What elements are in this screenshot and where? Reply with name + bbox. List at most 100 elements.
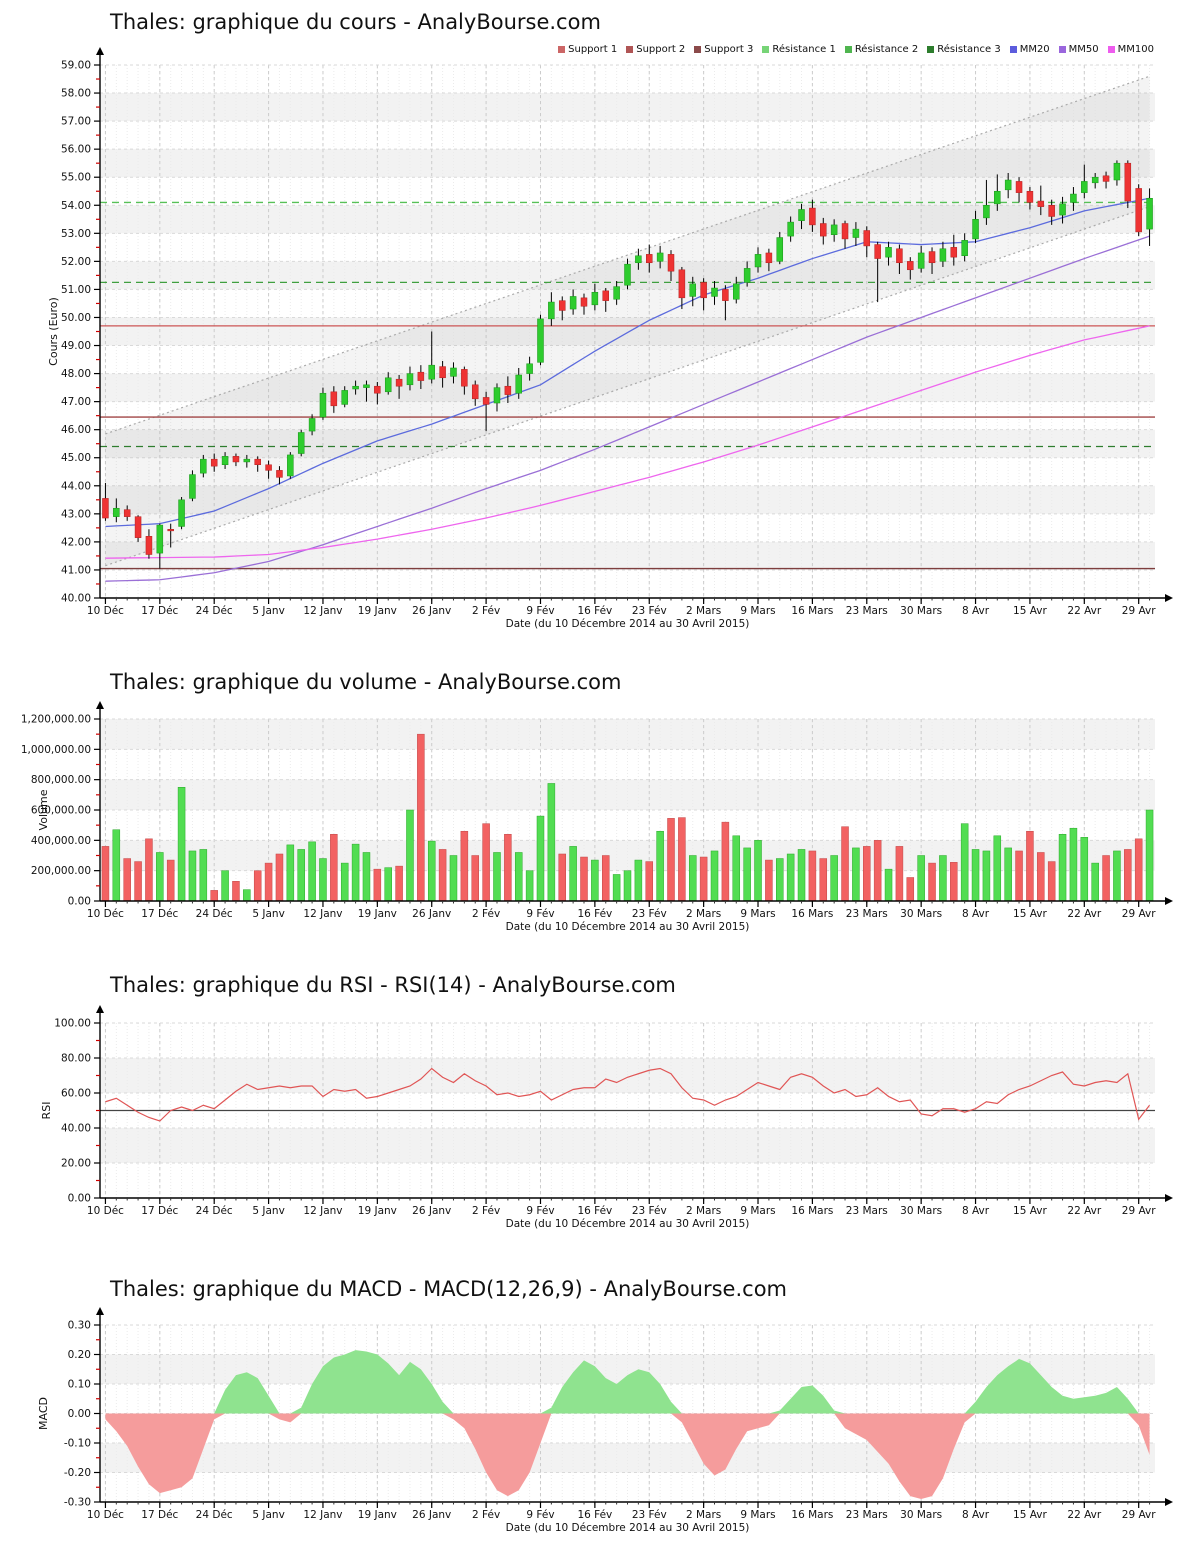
regression-channel	[105, 76, 1150, 566]
svg-text:12 Janv: 12 Janv	[303, 1509, 342, 1521]
svg-text:23 Mars: 23 Mars	[846, 1205, 888, 1217]
svg-text:30 Mars: 30 Mars	[900, 605, 942, 617]
svg-text:44.00: 44.00	[61, 480, 91, 492]
volume-chart-section: Thales: graphique du volume - AnalyBours…	[0, 650, 1200, 950]
svg-text:9 Fév: 9 Fév	[526, 605, 554, 617]
svg-text:24 Déc: 24 Déc	[196, 1509, 233, 1521]
legend-item-support-1: Support 1	[558, 44, 617, 55]
svg-text:23 Mars: 23 Mars	[846, 908, 888, 920]
svg-text:0.10: 0.10	[68, 1379, 91, 1391]
legend-item-support-2: Support 2	[626, 44, 685, 55]
svg-text:16 Fév: 16 Fév	[577, 908, 612, 920]
candles-layer	[102, 160, 1153, 569]
legend-label: Support 3	[704, 44, 754, 55]
svg-text:RSI: RSI	[40, 1102, 53, 1120]
svg-text:17 Déc: 17 Déc	[141, 1205, 178, 1217]
macd-chart-section: Thales: graphique du MACD - MACD(12,26,9…	[0, 1255, 1200, 1550]
legend-label: Résistance 2	[854, 44, 919, 55]
price-chart-title: Thales: graphique du cours - AnalyBourse…	[110, 10, 601, 34]
legend-item-r-sistance-1: Résistance 1	[762, 44, 836, 55]
svg-text:-0.20: -0.20	[64, 1467, 91, 1479]
svg-text:17 Déc: 17 Déc	[141, 605, 178, 617]
legend-label: MM50	[1068, 44, 1099, 55]
svg-text:45.00: 45.00	[61, 452, 91, 464]
svg-text:17 Déc: 17 Déc	[141, 908, 178, 920]
svg-text:5 Janv: 5 Janv	[252, 908, 284, 920]
rsi-chart-canvas: 0.00 20.00 40.00 60.00 80.00 100.00 10 Déc 17 D…	[40, 1005, 1173, 1230]
svg-text:26 Janv: 26 Janv	[412, 1205, 451, 1217]
svg-text:9 Mars: 9 Mars	[740, 1205, 775, 1217]
svg-text:16 Mars: 16 Mars	[791, 1205, 833, 1217]
svg-text:23 Fév: 23 Fév	[632, 1509, 667, 1521]
svg-text:26 Janv: 26 Janv	[412, 908, 451, 920]
macd-chart-canvas: -0.30 -0.20 -0.10 0.00 0.10 0.20 0.30 10 Déc 17 …	[37, 1307, 1173, 1534]
svg-text:12 Janv: 12 Janv	[303, 605, 342, 617]
svg-text:5 Janv: 5 Janv	[252, 605, 284, 617]
svg-text:Date (du 10 Décembre 2014 au 3: Date (du 10 Décembre 2014 au 30 Avril 20…	[506, 921, 750, 933]
svg-text:5 Janv: 5 Janv	[252, 1509, 284, 1521]
legend-label: Résistance 3	[937, 44, 1001, 55]
macd-negative-area	[105, 1413, 1150, 1500]
legend-item-r-sistance-2: Résistance 2	[844, 44, 919, 55]
svg-text:19 Janv: 19 Janv	[358, 908, 397, 920]
legend-swatch	[558, 46, 566, 53]
svg-text:23 Fév: 23 Fév	[632, 908, 667, 920]
svg-text:24 Déc: 24 Déc	[196, 1205, 233, 1217]
svg-text:24 Déc: 24 Déc	[196, 908, 233, 920]
svg-text:23 Mars: 23 Mars	[846, 1509, 888, 1521]
svg-text:29 Avr: 29 Avr	[1122, 1205, 1156, 1217]
macd-positive-area	[105, 1350, 1150, 1414]
legend-swatch	[626, 46, 634, 53]
svg-text:59.00: 59.00	[61, 60, 91, 72]
svg-text:2 Fév: 2 Fév	[472, 605, 500, 617]
legend-item-mm50: MM50	[1058, 44, 1099, 55]
rsi-chart-section: Thales: graphique du RSI - RSI(14) - Ana…	[0, 950, 1200, 1250]
svg-text:5 Janv: 5 Janv	[252, 1205, 284, 1217]
svg-text:49.00: 49.00	[61, 340, 91, 352]
svg-text:Date (du 10 Décembre 2014 au 3: Date (du 10 Décembre 2014 au 30 Avril 20…	[506, 1522, 750, 1534]
svg-text:8 Avr: 8 Avr	[962, 1205, 990, 1217]
mm50-line	[105, 235, 1150, 582]
svg-text:16 Fév: 16 Fév	[577, 1205, 612, 1217]
svg-text:55.00: 55.00	[61, 172, 91, 184]
svg-text:54.00: 54.00	[61, 200, 91, 212]
svg-text:-0.30: -0.30	[64, 1497, 91, 1509]
price-day-grid	[100, 64, 1155, 598]
svg-text:8 Avr: 8 Avr	[962, 908, 990, 920]
svg-text:29 Avr: 29 Avr	[1122, 1509, 1156, 1521]
rsi-stripes	[100, 1058, 1155, 1163]
legend-label: Support 1	[568, 44, 618, 55]
svg-text:23 Fév: 23 Fév	[632, 1205, 667, 1217]
svg-text:60.00: 60.00	[61, 1088, 91, 1100]
svg-text:15 Avr: 15 Avr	[1013, 908, 1047, 920]
legend-swatch	[927, 46, 935, 53]
svg-text:16 Mars: 16 Mars	[791, 605, 833, 617]
svg-text:29 Avr: 29 Avr	[1122, 908, 1156, 920]
svg-text:19 Janv: 19 Janv	[358, 605, 397, 617]
svg-text:16 Mars: 16 Mars	[791, 1509, 833, 1521]
legend-label: MM100	[1117, 44, 1154, 55]
svg-text:0.00: 0.00	[68, 896, 91, 908]
legend-swatch	[844, 46, 852, 53]
macd-chart-title: Thales: graphique du MACD - MACD(12,26,9…	[110, 1277, 787, 1301]
svg-text:46.00: 46.00	[61, 424, 91, 436]
volume-chart-title: Thales: graphique du volume - AnalyBours…	[110, 670, 622, 694]
mm100-line	[105, 325, 1150, 559]
volume-bars-layer	[101, 733, 1154, 902]
svg-text:19 Janv: 19 Janv	[358, 1509, 397, 1521]
legend-item-mm100: MM100	[1107, 44, 1154, 55]
svg-text:22 Avr: 22 Avr	[1067, 1205, 1101, 1217]
svg-text:2 Mars: 2 Mars	[686, 1205, 721, 1217]
svg-text:57.00: 57.00	[61, 116, 91, 128]
svg-text:50.00: 50.00	[61, 312, 91, 324]
svg-text:30 Mars: 30 Mars	[900, 908, 942, 920]
svg-text:56.00: 56.00	[61, 144, 91, 156]
svg-text:30 Mars: 30 Mars	[900, 1509, 942, 1521]
svg-text:42.00: 42.00	[61, 536, 91, 548]
svg-text:9 Mars: 9 Mars	[740, 908, 775, 920]
svg-text:48.00: 48.00	[61, 368, 91, 380]
svg-text:12 Janv: 12 Janv	[303, 1205, 342, 1217]
svg-text:16 Fév: 16 Fév	[577, 605, 612, 617]
svg-text:9 Mars: 9 Mars	[740, 1509, 775, 1521]
